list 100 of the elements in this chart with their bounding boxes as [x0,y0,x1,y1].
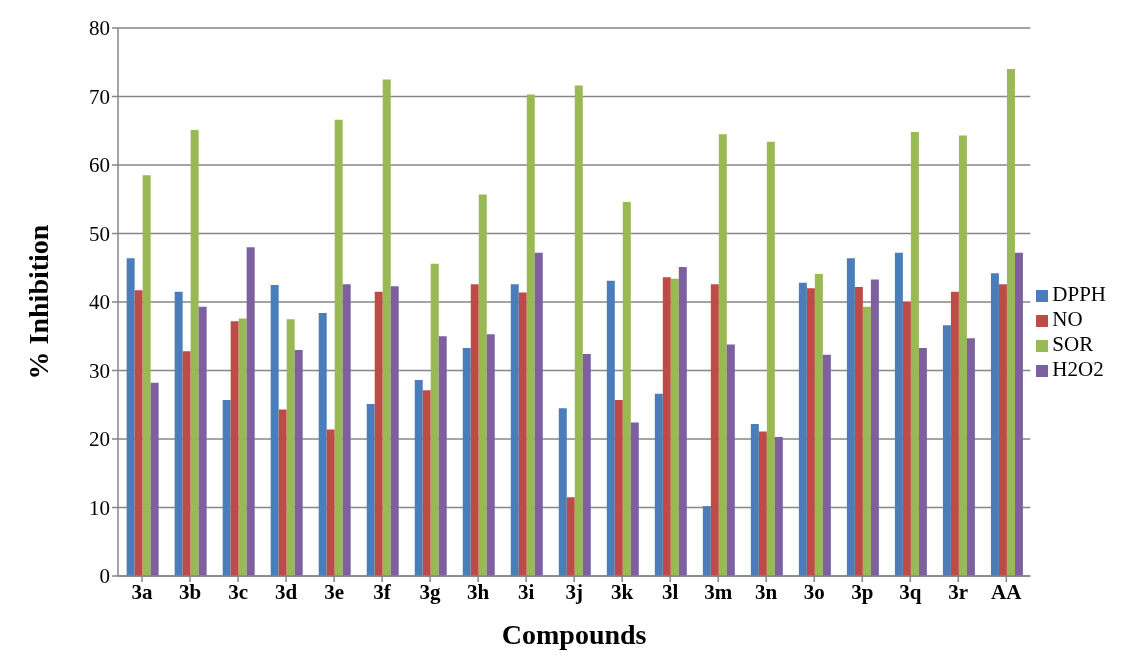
x-tick-label: 3f [373,579,392,604]
bar [182,351,191,576]
bar [510,284,519,576]
bar [414,380,423,576]
bar [678,267,687,576]
bar [702,506,711,576]
y-tick-label: 10 [89,495,110,520]
bar [894,252,903,576]
bar [814,273,823,576]
bar [950,291,959,576]
x-tick-label: 3n [755,579,778,604]
bar [1006,69,1015,576]
bar [990,273,999,576]
bar [438,336,447,576]
y-tick-label: 70 [89,84,110,109]
bar [710,284,719,576]
bar [422,390,431,576]
bar [478,194,487,576]
x-tick-label: 3j [565,579,583,604]
x-tick-label: 3o [803,579,825,604]
x-tick-label: 3g [419,579,442,604]
bar [518,292,527,576]
y-tick-label: 60 [89,153,110,178]
bar [126,258,135,576]
x-tick-label: 3d [274,579,298,604]
bar [822,354,831,576]
x-tick-label: 3r [948,579,969,604]
bar [654,393,663,576]
bar [318,312,327,576]
bar [670,278,679,576]
bar [1014,252,1023,576]
bar [534,252,543,576]
x-tick-label: 3c [228,579,248,604]
y-tick-label: 30 [89,358,110,383]
bar [150,382,159,576]
bar [174,291,183,576]
bar [230,321,239,576]
bar [622,201,631,576]
bar [910,132,919,576]
bar [374,291,383,576]
bar [798,282,807,576]
bar [558,408,567,576]
y-tick-label: 0 [99,564,110,589]
bar [566,497,575,576]
bar [526,94,535,576]
bar [246,247,255,576]
x-tick-label: 3l [662,579,679,604]
bar [918,347,927,576]
bar [606,280,615,576]
bar [342,284,351,576]
bar [270,284,279,576]
bar [222,399,231,576]
bar [470,284,479,576]
bar [390,286,399,576]
bar [750,423,759,576]
x-tick-label: 3q [899,579,922,604]
y-axis-title: % Inhibition [22,224,54,380]
y-tick-label: 40 [89,290,110,315]
x-tick-label: 3p [851,579,874,604]
bar [238,318,247,576]
bar [966,338,975,576]
bar [278,409,287,576]
x-tick-label: 3e [324,579,344,604]
x-tick-label: 3h [467,579,490,604]
bar [582,354,591,576]
bar [862,306,871,576]
bar [774,436,783,576]
bar [294,349,303,576]
x-tick-label: AA [991,579,1023,604]
bar [382,79,391,576]
bar [486,334,495,576]
bar [134,290,143,576]
bar [854,286,863,576]
bar [462,347,471,576]
bar [726,344,735,576]
bar [326,429,335,576]
x-tick-label: 3k [611,579,634,604]
x-tick-label: 3m [704,579,733,604]
x-tick-label: 3a [131,579,154,604]
bar [902,302,911,576]
bar [958,135,967,576]
y-tick-label: 80 [89,16,110,41]
bar [870,279,879,576]
legend-label: NO [1052,307,1083,331]
bar [806,288,815,576]
legend-label: H2O2 [1052,357,1104,381]
bar [758,431,767,576]
bar [366,404,375,576]
bar [614,399,623,576]
bar [190,130,199,576]
bar [286,319,295,576]
bar [846,258,855,576]
y-tick-label: 50 [89,221,110,246]
bar [574,85,583,576]
x-axis-title: Compounds [501,619,647,650]
bar [630,422,639,576]
bar [998,284,1007,576]
bar [198,306,207,576]
bar [718,134,727,576]
bar [430,263,439,576]
